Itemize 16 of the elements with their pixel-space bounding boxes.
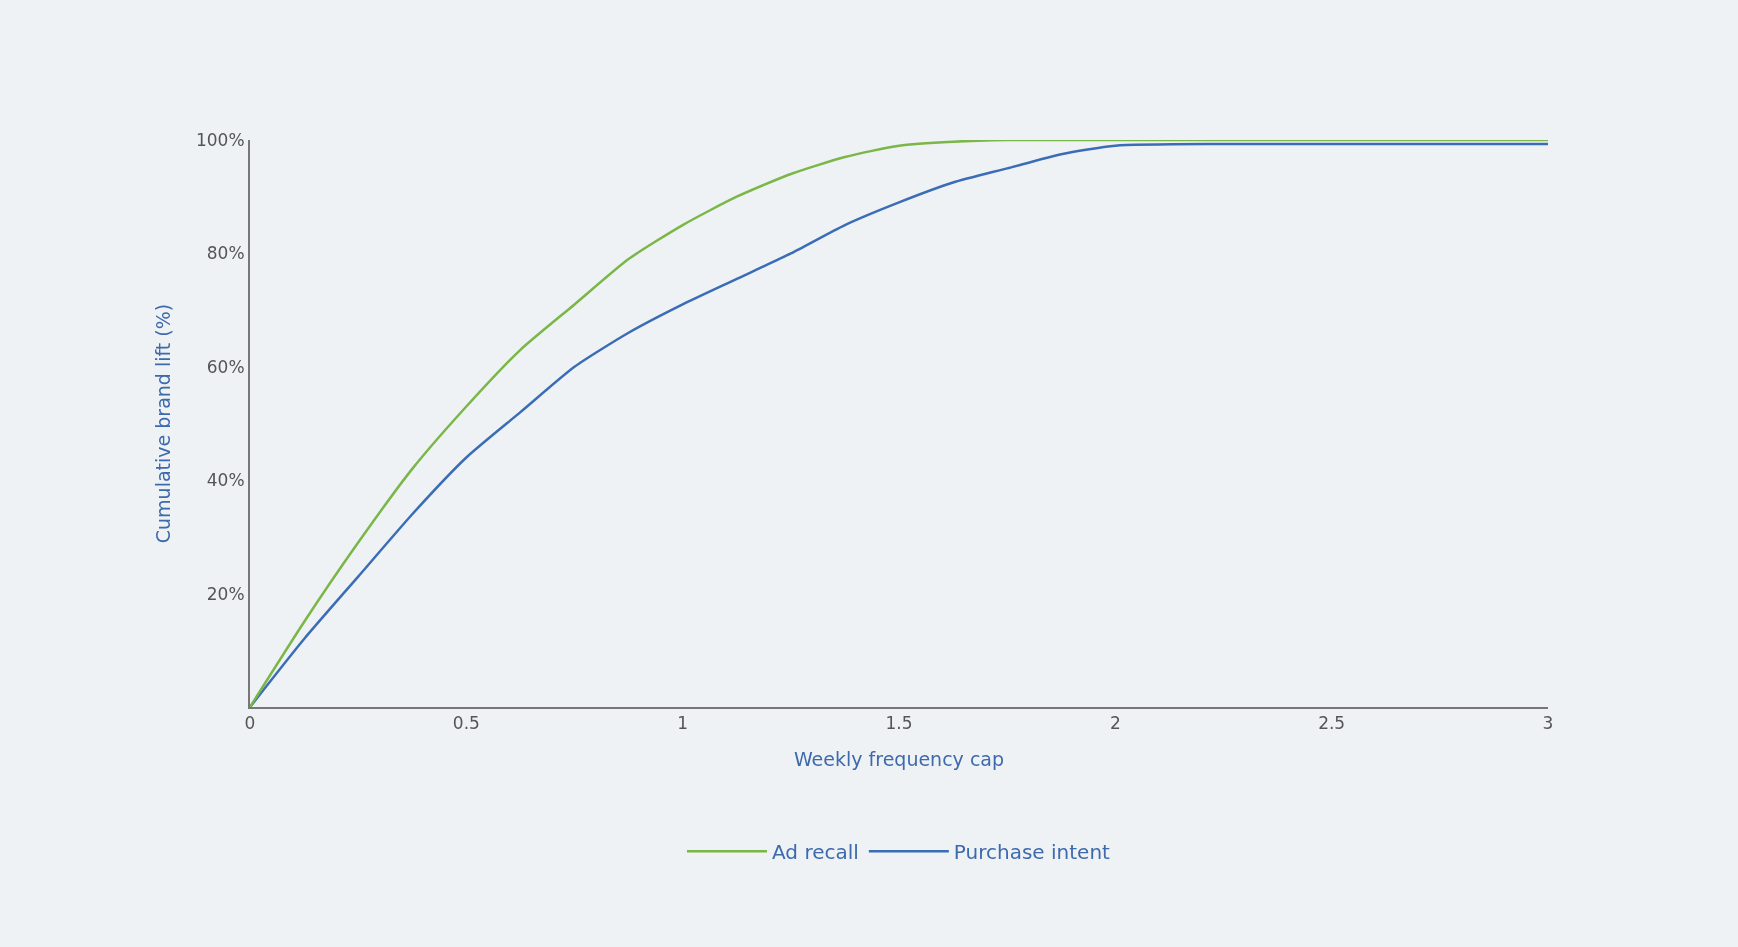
x-tick-label: 3 — [1542, 713, 1554, 734]
x-tick-label: 1.5 — [885, 713, 913, 734]
x-tick-label: 1 — [677, 713, 689, 734]
x-tick-label: 2 — [1109, 713, 1121, 734]
y-tick-label: 100% — [195, 129, 245, 150]
x-tick-label: 2.5 — [1318, 713, 1346, 734]
legend-label: Ad recall — [772, 840, 859, 865]
y-tick-label: 40% — [206, 470, 245, 491]
y-tick-label: 60% — [206, 356, 245, 377]
legend-label: Purchase intent — [953, 840, 1111, 865]
y-tick-label: 20% — [206, 583, 245, 604]
x-tick-label: 0.5 — [452, 713, 480, 734]
x-tick-label: 0 — [244, 713, 256, 734]
y-axis-title: Cumulative brand lift (%) — [152, 303, 175, 544]
x-axis-title: Weekly frequency cap — [793, 747, 1005, 770]
y-tick-label: 80% — [206, 243, 245, 264]
